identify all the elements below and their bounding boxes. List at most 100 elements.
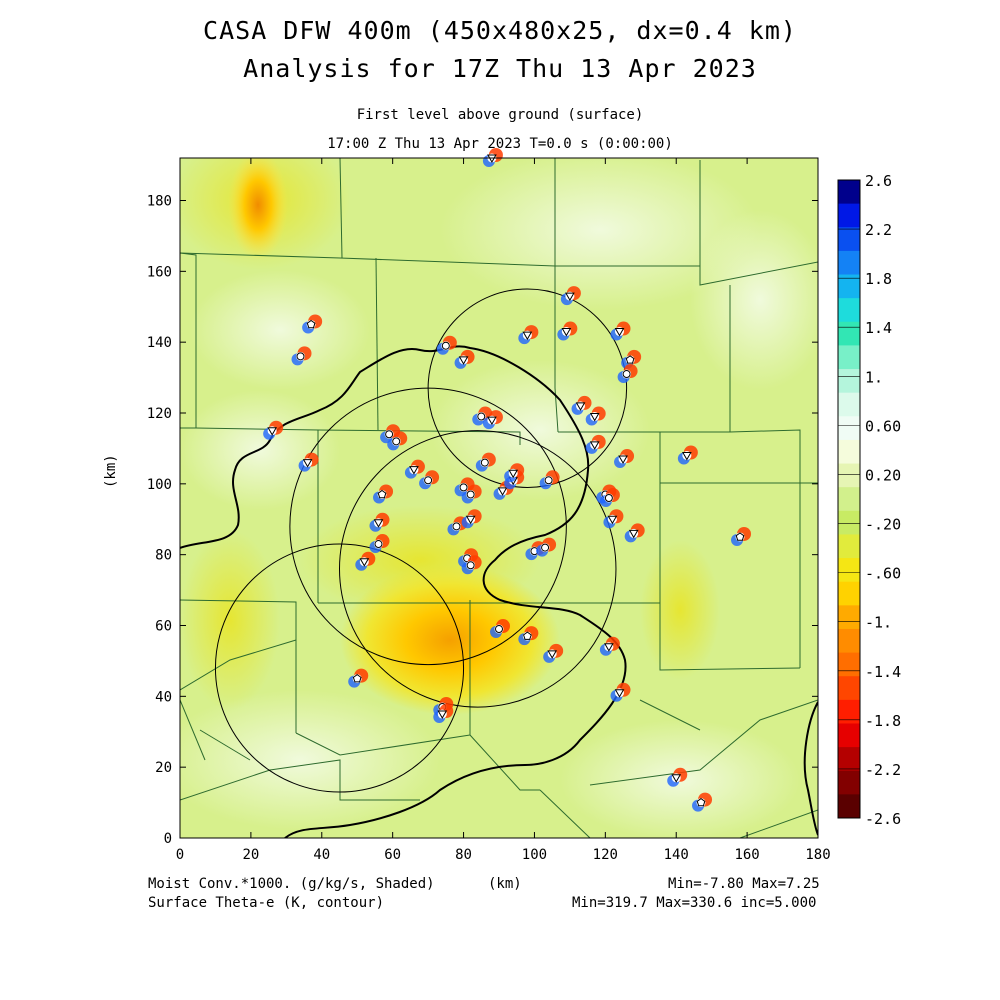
station-marker [518,626,539,646]
colorbar-label: 1.8 [865,270,892,288]
station-marker [461,484,482,504]
colorbar-swatch [838,605,860,630]
station-marker [461,509,482,529]
station-marker [677,445,698,465]
x-tick-label: 20 [242,847,259,863]
station-markers [263,148,752,812]
radar-range-rings [214,288,628,793]
colorbar-swatch [838,321,860,346]
y-tick-label: 120 [147,406,172,422]
colorbar-swatch [838,699,860,724]
station-marker [373,484,394,504]
y-axis-label: (km) [103,454,119,488]
colorbar-swatch [838,416,860,441]
colorbar-label: -2.2 [865,761,901,779]
x-tick-label: 40 [313,847,330,863]
x-tick-label: 100 [522,847,547,863]
y-tick-label: 160 [147,264,172,280]
station-marker [436,335,457,355]
footer-field-range: Min=-7.80 Max=7.25 [668,876,820,892]
x-tick-label: 140 [664,847,689,863]
station-marker [369,512,390,532]
station-marker [560,286,581,306]
station-marker [433,704,454,724]
y-tick-label: 80 [155,548,172,564]
colorbar-swatch [838,628,860,654]
station-marker [624,523,645,543]
colorbar-swatch [838,794,860,819]
x-tick-label: 120 [593,847,618,863]
station-marker [543,643,564,663]
colorbar-label: 2.6 [865,172,892,190]
map-title-line2: Analysis for 17Z Thu 13 Apr 2023 [243,54,757,83]
station-marker [302,314,323,334]
y-axis: 0 20 40 60 80 100 120 140 160 180 [147,194,818,847]
colorbar-label: -.20 [865,516,901,534]
station-marker [504,463,525,483]
station-marker [369,534,390,554]
county-boundaries [180,158,818,838]
colorbar-swatch [838,652,860,677]
colorbar-swatch [838,510,860,535]
theta-e-contours [180,345,818,838]
colorbar-label: -1.4 [865,663,901,681]
station-marker [380,424,401,444]
y-tick-label: 0 [164,831,172,847]
colorbar-label: 1. [865,368,883,386]
colorbar-swatch [838,558,860,583]
station-marker [263,420,284,440]
colorbar-swatch [838,439,860,465]
footer-field-name: Moist Conv.*1000. (g/kg/s, Shaded) [148,876,435,892]
colorbar-swatch [838,487,860,512]
colorbar-label: 1.4 [865,319,892,337]
station-marker [667,767,688,787]
radar-ring-4 [214,543,465,793]
station-marker [298,452,319,472]
station-marker [536,537,557,557]
colorbar-swatch [838,203,860,228]
radar-ring-3 [339,430,617,708]
station-marker [404,459,425,479]
x-tick-label: 60 [384,847,401,863]
station-marker [461,555,482,575]
y-tick-label: 60 [155,619,172,635]
x-tick-label: 0 [176,847,184,863]
colorbar-label: -1.8 [865,712,901,730]
colorbar-swatch [838,298,860,323]
station-marker [355,551,376,571]
colorbar-swatch [838,676,860,701]
moisture-convergence-field [180,158,818,838]
colorbar-swatch [838,180,860,205]
colorbar-swatch [838,723,860,748]
map-subtitle-level: First level above ground (surface) [356,107,644,123]
colorbar-label: -1. [865,614,892,632]
station-marker [348,668,369,688]
station-marker [557,321,578,341]
colorbar-swatch [838,369,860,394]
x-axis: 0 20 40 60 80 100 120 140 160 180 [176,158,831,863]
station-marker [614,449,635,469]
station-marker [571,395,592,415]
station-marker [387,431,408,451]
station-marker [539,470,560,490]
colorbar-swatch [838,534,860,559]
station-marker [482,410,503,430]
x-axis-label: (km) [488,876,522,892]
station-marker [585,406,606,426]
colorbar-label: -.60 [865,565,901,583]
colorbar-swatch [838,227,860,252]
colorbar-swatch [838,345,860,370]
station-marker [610,682,631,702]
colorbar-swatch [838,770,860,795]
colorbar-label: 2.2 [865,221,892,239]
colorbar-swatch [838,274,860,299]
station-marker [490,619,510,639]
x-tick-label: 180 [805,847,830,863]
map-title-line1: CASA DFW 400m (450x480x25, dx=0.4 km) [203,16,797,45]
colorbar-swatch [838,747,860,772]
station-marker [419,470,440,490]
station-marker [585,434,606,454]
station-marker [475,452,496,472]
colorbar-swatch [838,463,860,488]
y-tick-label: 40 [155,689,172,705]
